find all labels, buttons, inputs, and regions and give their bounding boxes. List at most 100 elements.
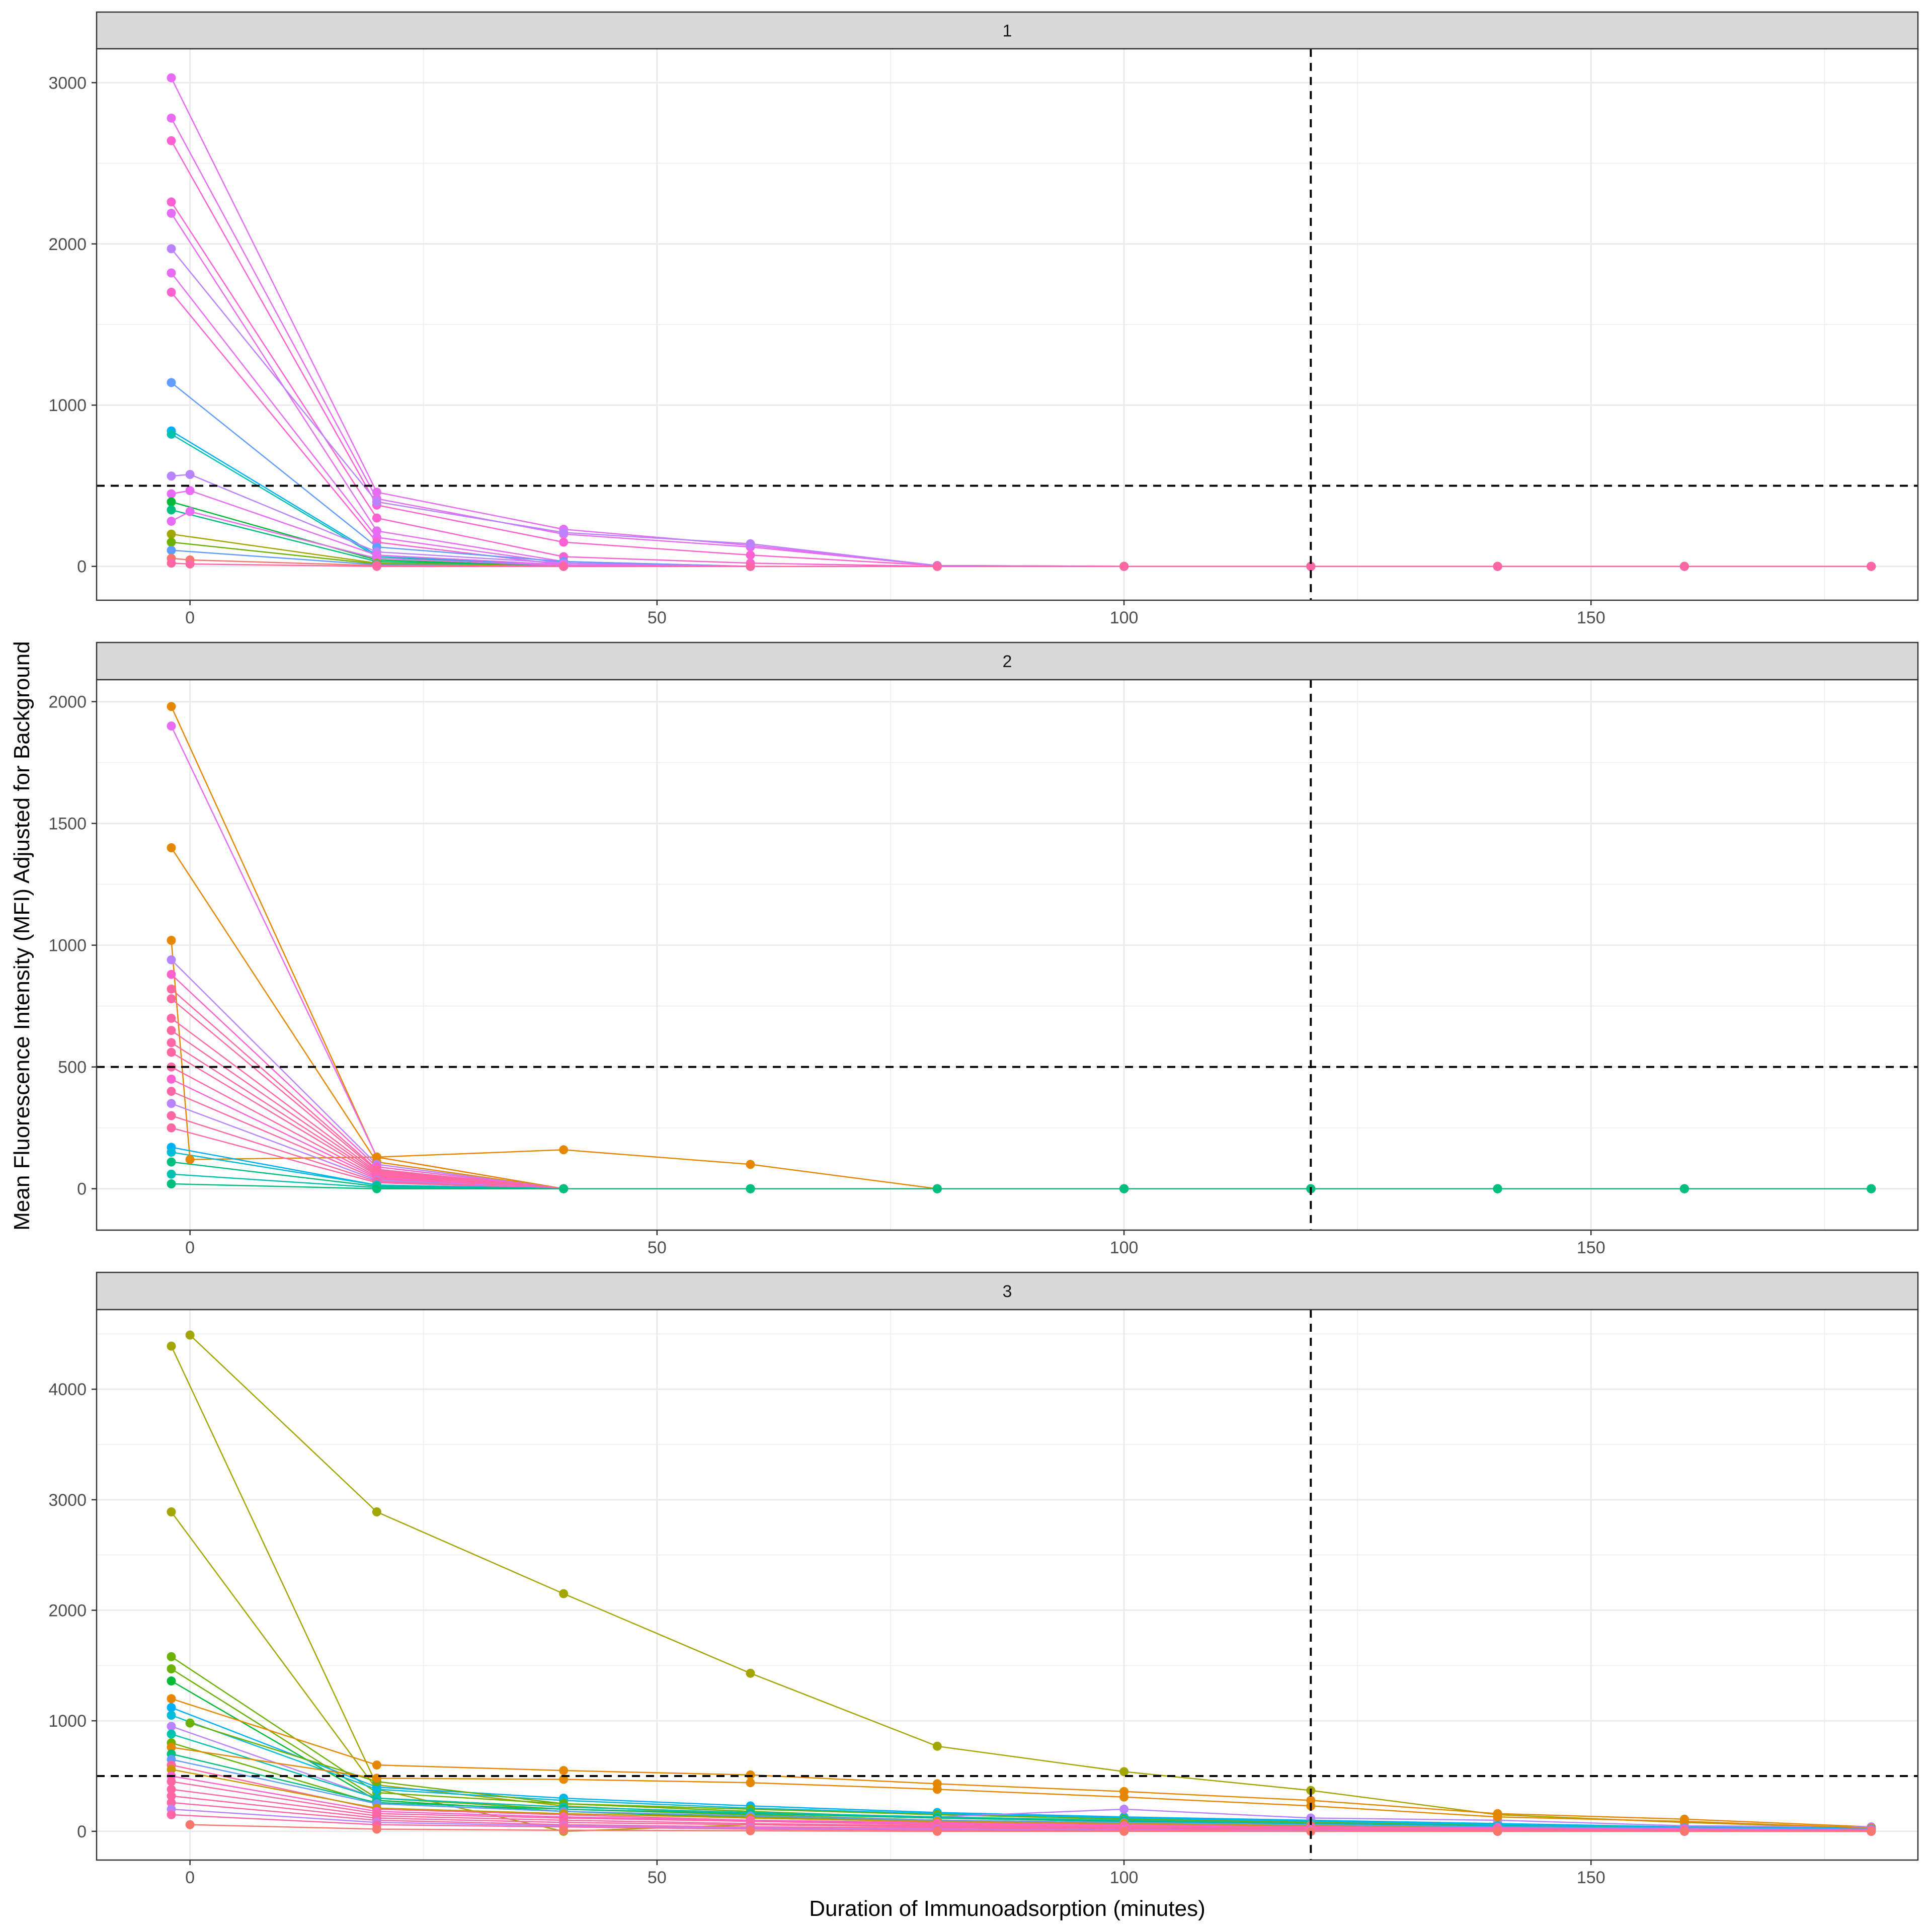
- data-point: [167, 1038, 176, 1048]
- data-point: [167, 545, 176, 555]
- data-point: [1867, 561, 1876, 571]
- y-tick-label: 3000: [48, 73, 87, 93]
- data-point: [167, 984, 176, 994]
- data-point: [167, 936, 176, 945]
- data-point: [167, 1703, 176, 1712]
- data-point: [372, 497, 381, 507]
- data-point: [559, 1766, 569, 1776]
- data-point: [372, 1184, 381, 1193]
- data-point: [167, 489, 176, 499]
- data-point: [167, 1026, 176, 1035]
- data-point: [1679, 1184, 1689, 1193]
- x-tick-label: 100: [1110, 1238, 1139, 1257]
- data-point: [1679, 1826, 1689, 1836]
- data-point: [372, 1152, 381, 1162]
- series-line: [171, 1775, 1872, 1831]
- data-point: [167, 994, 176, 1004]
- data-point: [167, 1798, 176, 1807]
- facet-strip-label: 2: [1003, 652, 1012, 671]
- data-point: [1867, 1826, 1876, 1836]
- facet-strip: [96, 641, 1919, 681]
- data-point: [185, 1718, 195, 1728]
- data-point: [167, 429, 176, 439]
- y-tick-label: 1000: [48, 936, 87, 955]
- x-tick-label: 0: [185, 1238, 195, 1257]
- data-point: [167, 955, 176, 964]
- data-point: [167, 1694, 176, 1704]
- x-tick-label: 100: [1110, 1868, 1139, 1887]
- data-point: [167, 287, 176, 297]
- x-tick-label: 0: [185, 608, 195, 627]
- series-line: [171, 1758, 1872, 1830]
- data-point: [185, 470, 195, 479]
- data-point: [167, 244, 176, 254]
- x-tick-label: 150: [1577, 1868, 1605, 1887]
- data-point: [185, 507, 195, 516]
- data-point: [372, 1507, 381, 1516]
- data-point: [1679, 561, 1689, 571]
- data-point: [167, 208, 176, 218]
- data-point: [746, 1778, 755, 1788]
- facet-panel: 2 0 500 1000 1500 2000 0 50 100 150: [48, 641, 1919, 1257]
- x-tick-label: 50: [648, 1868, 667, 1887]
- data-point: [167, 378, 176, 387]
- data-point: [746, 539, 755, 548]
- data-point: [1119, 1804, 1129, 1814]
- data-point: [167, 1810, 176, 1819]
- panel-border: [96, 1309, 1919, 1861]
- data-point: [167, 1785, 176, 1794]
- data-point: [1306, 561, 1316, 571]
- data-point: [167, 529, 176, 539]
- y-tick-label: 2000: [48, 693, 87, 712]
- x-tick-label: 150: [1577, 608, 1605, 627]
- data-point: [372, 1824, 381, 1834]
- data-point: [167, 1791, 176, 1801]
- y-tick-label: 2000: [48, 235, 87, 254]
- data-point: [932, 561, 942, 571]
- data-point: [167, 73, 176, 83]
- data-point: [1119, 1184, 1129, 1193]
- facet-strip: [96, 1271, 1919, 1311]
- y-tick-label: 500: [58, 1058, 87, 1077]
- data-point: [559, 1184, 569, 1193]
- data-point: [167, 1179, 176, 1188]
- plot-background: [97, 680, 1918, 1230]
- y-axis-title: Mean Fluorescence Intensity (MFI) Adjust…: [10, 641, 34, 1230]
- data-point: [167, 1169, 176, 1179]
- data-point: [167, 558, 176, 568]
- data-point: [372, 513, 381, 523]
- y-tick-label: 1000: [48, 396, 87, 415]
- data-point: [746, 561, 755, 571]
- data-point: [167, 702, 176, 711]
- data-point: [167, 721, 176, 731]
- data-point: [185, 1155, 195, 1164]
- data-point: [167, 1711, 176, 1720]
- x-tick-label: 50: [648, 608, 667, 627]
- data-point: [1119, 1767, 1129, 1777]
- data-point: [1119, 1792, 1129, 1802]
- data-point: [167, 843, 176, 852]
- data-point: [1493, 1184, 1502, 1193]
- data-point: [167, 1157, 176, 1167]
- data-point: [559, 561, 569, 571]
- data-point: [185, 1330, 195, 1340]
- data-point: [1119, 1826, 1129, 1836]
- data-point: [167, 1676, 176, 1686]
- series-line: [171, 1715, 1872, 1830]
- data-point: [559, 1775, 569, 1784]
- data-point: [746, 550, 755, 560]
- data-point: [372, 1760, 381, 1770]
- data-point: [1119, 561, 1129, 571]
- facet-strip-label: 3: [1003, 1282, 1012, 1301]
- data-point: [559, 1825, 569, 1835]
- data-point: [167, 970, 176, 979]
- data-point: [167, 1742, 176, 1752]
- series-line: [171, 1781, 1872, 1832]
- y-tick-label: 0: [77, 1180, 87, 1199]
- data-point: [559, 1145, 569, 1155]
- y-tick-label: 3000: [48, 1491, 87, 1510]
- data-point: [167, 1048, 176, 1057]
- series-line: [190, 1824, 1872, 1832]
